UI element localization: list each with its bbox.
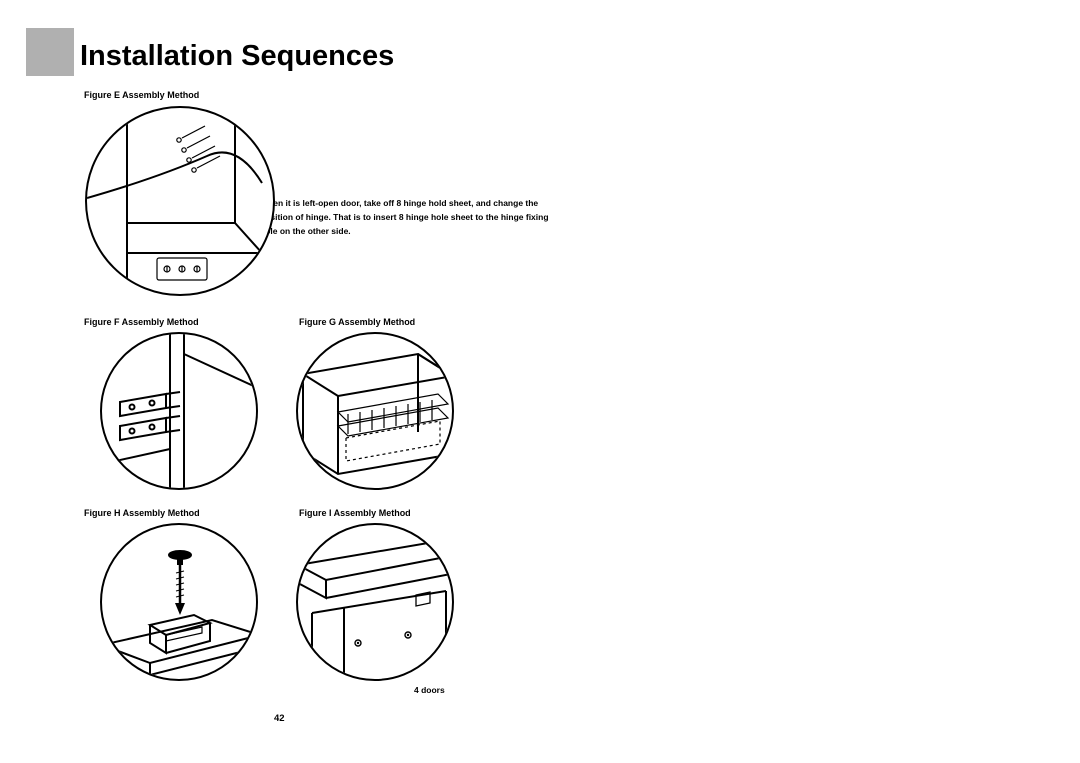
caption-fig-h: Figure H Assembly Method [84, 508, 200, 518]
figure-f-diagram [100, 332, 258, 490]
figure-g-diagram [296, 332, 454, 490]
figure-h-diagram [100, 523, 258, 681]
note-4-doors: 4 doors [414, 685, 445, 695]
page-title: Installation Sequences [80, 40, 394, 73]
caption-fig-e: Figure E Assembly Method [84, 90, 199, 100]
caption-fig-g: Figure G Assembly Method [299, 317, 415, 327]
header-gray-block [26, 28, 74, 76]
caption-fig-f: Figure F Assembly Method [84, 317, 199, 327]
caption-fig-i: Figure I Assembly Method [299, 508, 411, 518]
figure-e-diagram [85, 106, 275, 296]
page-number: 42 [274, 713, 285, 724]
figure-i-diagram [296, 523, 454, 681]
body-text-fig-e: When it is left-open door, take off 8 hi… [260, 196, 560, 238]
